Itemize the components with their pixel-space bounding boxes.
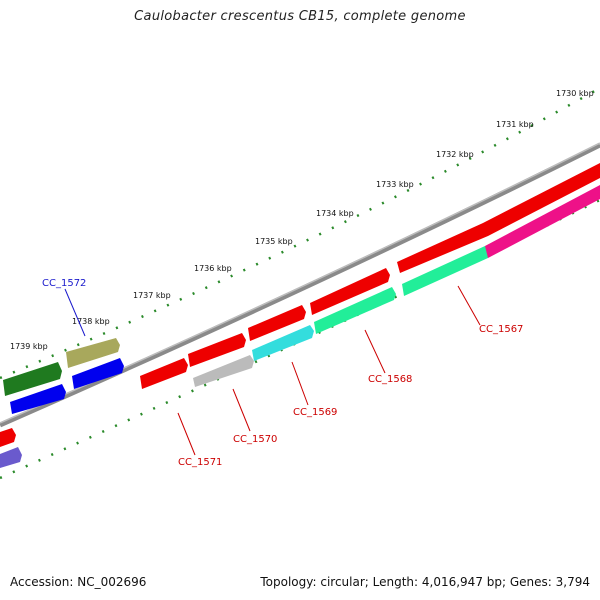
gene-arrow[interactable]: [66, 338, 120, 368]
genome-backbone: [0, 142, 600, 428]
gene-label-cc1571[interactable]: CC_1571: [178, 457, 222, 468]
tick-label-1734: 1734 kbp: [316, 209, 354, 218]
gene-arrow[interactable]: [140, 358, 188, 389]
tick-label-1731: 1731 kbp: [496, 120, 534, 129]
tick-label-1730: 1730 kbp: [556, 89, 594, 98]
leader-cc1567: [457, 285, 481, 326]
forward-genes: [0, 163, 600, 447]
gene-arrow[interactable]: [252, 325, 314, 361]
gene-labels: CC_1567 CC_1568 CC_1569 CC_1570 CC_1571 …: [42, 278, 523, 468]
tick-labels: 1730 kbp 1731 kbp 1732 kbp 1733 kbp 1734…: [10, 89, 594, 351]
tick-label-1737: 1737 kbp: [133, 291, 171, 300]
gene-arrow[interactable]: [0, 447, 22, 468]
genome-stats-text: Topology: circular; Length: 4,016,947 bp…: [260, 575, 590, 589]
gene-arrow[interactable]: [193, 355, 254, 387]
gene-arrow[interactable]: [402, 246, 490, 296]
gene-arrow[interactable]: [10, 384, 66, 414]
gene-arrow[interactable]: [310, 268, 390, 315]
accession-text: Accession: NC_002696: [10, 575, 147, 589]
tick-label-1733: 1733 kbp: [376, 180, 414, 189]
gene-label-cc1570[interactable]: CC_1570: [233, 434, 277, 445]
leader-cc1568: [364, 329, 386, 374]
gene-arrow[interactable]: [314, 287, 396, 334]
gene-label-cc1567[interactable]: CC_1567: [479, 324, 523, 335]
gene-arrow[interactable]: [483, 163, 600, 236]
tick-label-1736: 1736 kbp: [194, 264, 232, 273]
gene-label-cc1569[interactable]: CC_1569: [293, 407, 337, 418]
gene-arrow[interactable]: [485, 185, 600, 258]
leader-cc1572: [64, 288, 86, 337]
gene-arrow[interactable]: [397, 223, 490, 273]
leader-cc1569: [291, 361, 309, 406]
gene-label-cc1572[interactable]: CC_1572: [42, 278, 86, 289]
leader-cc1571: [177, 412, 196, 456]
gene-arrow[interactable]: [0, 428, 16, 447]
gene-label-cc1568[interactable]: CC_1568: [368, 374, 412, 385]
gene-arrow[interactable]: [188, 333, 246, 367]
gene-arrow[interactable]: [248, 305, 306, 341]
genome-title: Caulobacter crescentus CB15, complete ge…: [134, 9, 466, 24]
tick-label-1739: 1739 kbp: [10, 342, 48, 351]
tick-label-1738: 1738 kbp: [72, 317, 110, 326]
tick-ring-outer: [0, 86, 600, 380]
tick-label-1732: 1732 kbp: [436, 150, 474, 159]
label-leaders: [64, 285, 481, 456]
gene-arrow[interactable]: [3, 362, 62, 396]
tick-label-1735: 1735 kbp: [255, 237, 293, 246]
reverse-genes: [0, 185, 600, 468]
gene-arrow[interactable]: [72, 358, 124, 389]
leader-cc1570: [232, 388, 251, 432]
